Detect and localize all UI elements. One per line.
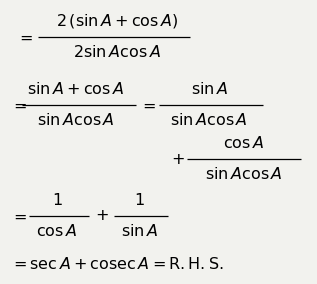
Text: $\cos A$: $\cos A$: [223, 135, 265, 152]
Text: $= \sec A + \mathrm{cosec}\, A = \mathrm{R.H.S.}$: $= \sec A + \mathrm{cosec}\, A = \mathrm…: [10, 256, 223, 273]
Text: $=$: $=$: [139, 97, 156, 114]
Text: $1$: $1$: [134, 192, 145, 209]
Text: $\sin A \cos A$: $\sin A \cos A$: [205, 166, 283, 183]
Text: $\cos A$: $\cos A$: [36, 223, 78, 240]
Text: $=$: $=$: [10, 207, 26, 224]
Text: $+$: $+$: [95, 207, 109, 224]
Text: $2\sin A \cos A$: $2\sin A \cos A$: [73, 44, 161, 61]
Text: $\sin A$: $\sin A$: [121, 223, 158, 240]
Text: $\sin A \cos A$: $\sin A \cos A$: [170, 112, 248, 129]
Text: $1$: $1$: [52, 192, 62, 209]
Text: $2\,(\sin A + \cos A)$: $2\,(\sin A + \cos A)$: [56, 12, 178, 30]
Text: $\sin A + \cos A$: $\sin A + \cos A$: [27, 81, 125, 98]
Text: $\sin A \cos A$: $\sin A \cos A$: [37, 112, 115, 129]
Text: $+$: $+$: [171, 151, 185, 168]
Text: $=$: $=$: [16, 28, 33, 45]
Text: $=$: $=$: [10, 97, 26, 114]
Text: $\sin A$: $\sin A$: [191, 81, 228, 98]
